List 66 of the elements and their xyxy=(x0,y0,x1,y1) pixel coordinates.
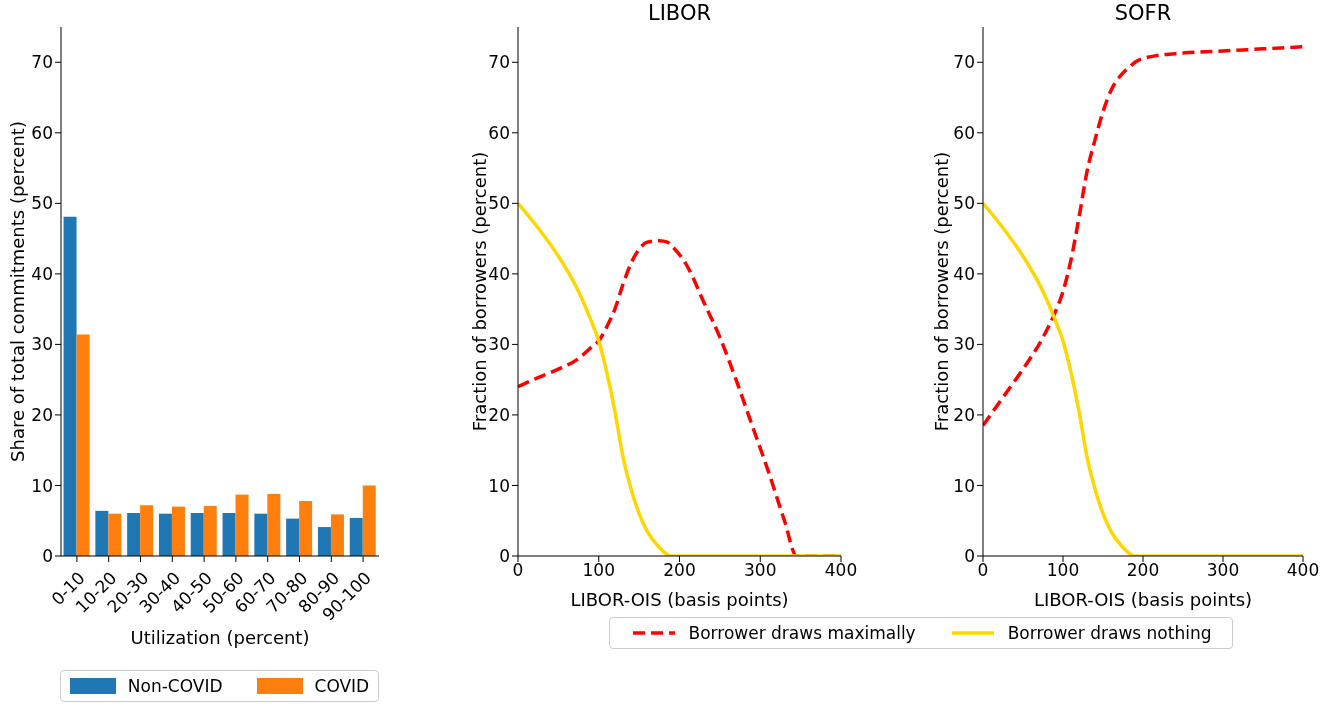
bar xyxy=(254,513,268,556)
chart-title: LIBOR xyxy=(646,0,713,26)
x-tick-label: 100 xyxy=(1046,560,1080,581)
y-tick-label: 70 xyxy=(953,52,975,73)
x-tick-label: 200 xyxy=(663,560,696,581)
y-tick-label: 50 xyxy=(488,193,510,214)
bar xyxy=(349,517,363,556)
x-tick-label: 200 xyxy=(1126,560,1160,581)
x-axis-title: LIBOR-OIS (basis points) xyxy=(570,589,789,610)
bar xyxy=(76,334,90,556)
y-tick-label: 10 xyxy=(953,475,975,496)
y-tick-label: 20 xyxy=(31,404,53,425)
bar xyxy=(286,518,300,556)
y-tick-label: 60 xyxy=(953,122,975,143)
y-tick-label: 70 xyxy=(31,52,53,73)
y-tick-label: 40 xyxy=(953,263,975,284)
legend-label: Non-COVID xyxy=(127,676,223,696)
y-tick-label: 50 xyxy=(953,193,975,214)
bar xyxy=(127,512,141,556)
bar xyxy=(140,505,154,556)
y-tick-label: 10 xyxy=(488,475,510,496)
bar xyxy=(108,513,122,556)
x-tick-label: 0 xyxy=(977,560,989,581)
legend-label: Borrower draws nothing xyxy=(1007,623,1212,643)
bar xyxy=(171,506,185,556)
y-tick-label: 70 xyxy=(488,52,510,73)
chart-title: SOFR xyxy=(1113,0,1173,26)
y-tick-label: 50 xyxy=(31,193,53,214)
bar xyxy=(203,505,217,556)
y-tick-label: 40 xyxy=(31,263,53,284)
legend-label: COVID xyxy=(314,676,370,696)
y-tick-label: 40 xyxy=(488,263,510,284)
y-tick-label: 30 xyxy=(488,334,510,355)
x-tick-label: 400 xyxy=(824,560,858,581)
line-series xyxy=(983,45,1303,428)
bar xyxy=(299,500,313,556)
y-tick-label: 20 xyxy=(953,404,975,425)
x-tick-label: 0 xyxy=(512,560,524,581)
bar xyxy=(190,512,204,556)
bar xyxy=(330,514,344,556)
y-tick-label: 10 xyxy=(31,475,53,496)
bar xyxy=(63,216,77,556)
bar xyxy=(222,512,236,556)
y-tick-label: 0 xyxy=(964,546,975,567)
y-tick-label: 30 xyxy=(953,334,975,355)
y-tick-label: 0 xyxy=(42,546,53,567)
bar xyxy=(95,510,109,556)
bar xyxy=(317,527,331,556)
x-axis-title: Utilization (percent) xyxy=(130,627,310,648)
x-axis-title: LIBOR-OIS (basis points) xyxy=(1033,589,1253,610)
y-tick-label: 60 xyxy=(488,122,510,143)
y-tick-label: 0 xyxy=(499,546,510,567)
y-tick-label: 30 xyxy=(31,334,53,355)
x-tick-label: 400 xyxy=(1286,560,1320,581)
y-axis-title: Fraction of borrowers (percent) xyxy=(931,151,953,432)
x-tick-label: 100 xyxy=(582,560,615,581)
bar xyxy=(158,513,172,556)
y-tick-label: 60 xyxy=(31,122,53,143)
bar xyxy=(267,493,281,556)
legend-label: Borrower draws maximally xyxy=(688,623,916,643)
x-tick-label: 300 xyxy=(744,560,777,581)
x-tick-label: 300 xyxy=(1206,560,1240,581)
y-axis-title: Share of total commitments (percent) xyxy=(7,121,29,462)
y-tick-label: 20 xyxy=(488,404,510,425)
bar xyxy=(235,494,249,556)
bar xyxy=(362,485,376,556)
